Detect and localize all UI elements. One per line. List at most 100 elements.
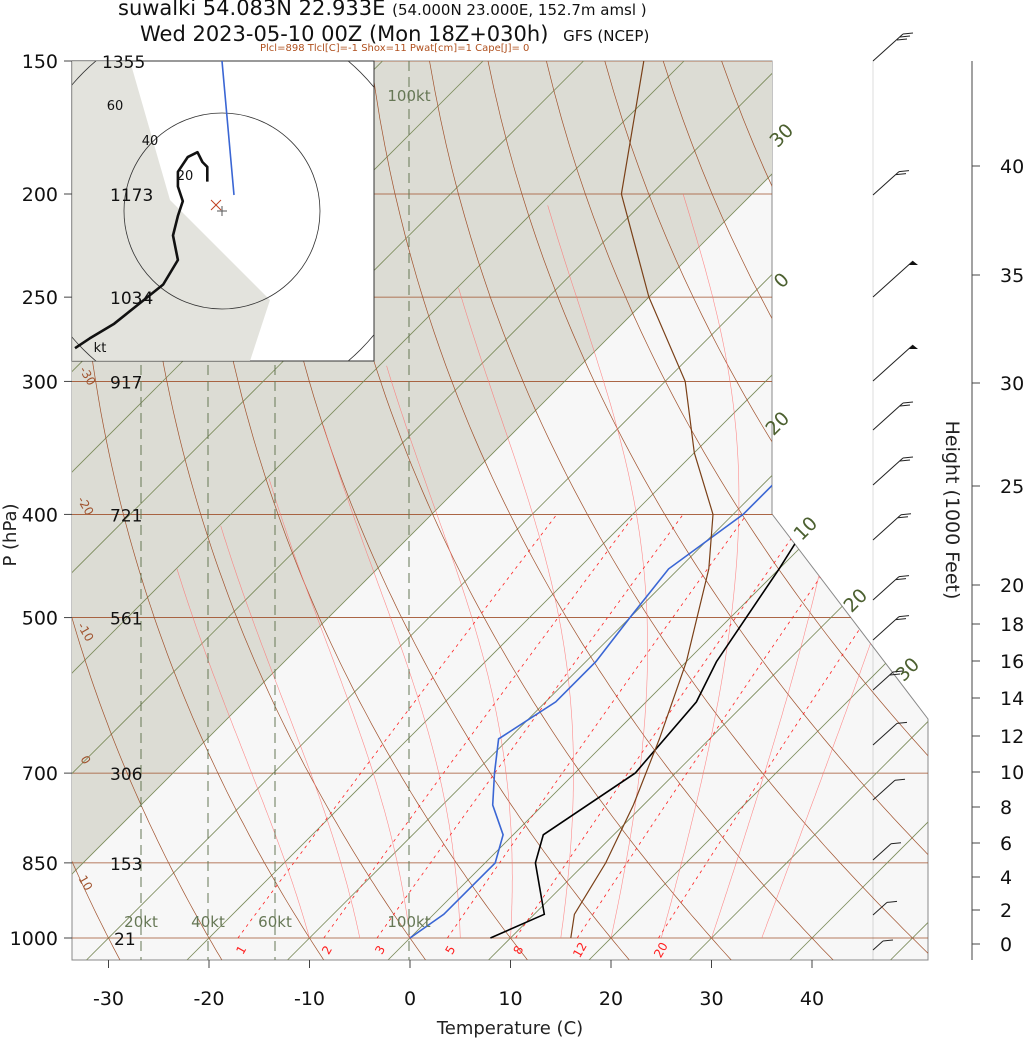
height-meter-label: 1034	[110, 289, 153, 309]
height-tick-label: 12	[1000, 726, 1024, 748]
wind-feather	[896, 38, 908, 41]
wind-barb	[872, 779, 896, 801]
wind-barb	[872, 457, 904, 486]
dry-adiabat-line	[252, 61, 631, 960]
dry-adiabat-line	[0, 29, 18, 961]
wind-feather	[894, 778, 906, 781]
height-tick-label: 14	[1000, 688, 1024, 710]
dry-adiabat-line	[481, 61, 928, 960]
height-tick-label: 20	[1000, 575, 1024, 597]
wind-barb	[872, 902, 888, 916]
dry-adiabat-line	[309, 61, 733, 960]
height-tick-label: 6	[1000, 833, 1012, 855]
isotherm-line	[186, 61, 928, 960]
grid-point-label: (54.000N 23.000E, 152.7m amsl )	[392, 1, 647, 19]
valid-time-title: Wed 2023-05-10 00Z (Mon 18Z+030h) GFS (N…	[140, 22, 649, 46]
mixing-ratio-line	[323, 514, 636, 939]
wind-barb	[872, 344, 914, 382]
wind-feather	[899, 35, 911, 38]
dry-adiabat-line	[76, 61, 325, 960]
moist-adiabat-line	[268, 478, 411, 939]
wind-scale-label: 60kt	[258, 913, 292, 931]
hodograph-shading	[72, 61, 270, 361]
wind-feather	[882, 939, 894, 942]
wind-barb	[872, 723, 898, 746]
wind-feather	[900, 513, 912, 516]
mixing-ratio-line	[376, 514, 684, 939]
x-tick-label: -30	[93, 988, 124, 1010]
wind-feather	[895, 618, 907, 621]
hodograph-ring-label: 60	[107, 99, 124, 114]
dewpoint-profile	[221, 61, 235, 196]
pressure-tick-label: 200	[22, 184, 58, 206]
x-tick-label: 40	[800, 988, 824, 1010]
wind-feather	[902, 401, 914, 404]
moist-adiabat-line	[176, 568, 310, 939]
pressure-tick-label: 150	[22, 51, 58, 73]
isotherm-label: 10	[789, 512, 822, 545]
isotherm-line	[588, 61, 928, 960]
height-meter-label: 1173	[110, 186, 153, 206]
pressure-tick-label: 700	[22, 763, 58, 785]
pressure-tick-label: 1000	[10, 928, 58, 950]
wind-scale-label: 40kt	[191, 913, 225, 931]
wind-feather	[890, 842, 902, 845]
x-tick-label: 30	[699, 988, 723, 1010]
isotherm-line	[286, 61, 928, 960]
wind-feather	[898, 615, 910, 618]
moist-adiabat-line	[323, 425, 461, 939]
dry-adiabat-line	[596, 61, 928, 960]
height-tick-label: 16	[1000, 651, 1024, 673]
wind-feather	[899, 404, 911, 407]
mixing-ratio-line	[237, 514, 558, 939]
moist-adiabat-line	[220, 525, 361, 939]
wind-barb	[872, 514, 902, 541]
hodograph-ring	[123, 112, 321, 310]
height-meter-label: 561	[110, 610, 142, 630]
wind-scale-label: 100kt	[387, 87, 430, 105]
wind-scale-label: 100kt	[387, 913, 430, 931]
axes: Temperature (C) P (hPa) Height (1000 Fee…	[0, 51, 1024, 1039]
wind-feather	[895, 578, 907, 581]
wind-barb	[872, 940, 884, 951]
stability-indices: Plcl=898 Tlcl[C]=-1 Shox=11 Pwat[cm]=1 C…	[260, 43, 530, 54]
x-tick-label: 20	[599, 988, 623, 1010]
dry-adiabat-line	[366, 61, 834, 960]
height-tick-label: 40	[1000, 156, 1024, 178]
mixing-ratio-label: 12	[570, 940, 590, 960]
wind-feather	[899, 459, 911, 462]
height-meter-label: 1355	[102, 53, 145, 73]
pressure-tick-label: 250	[22, 287, 58, 309]
pressure-tick-label: 400	[22, 504, 58, 526]
x-tick-label: -10	[294, 988, 325, 1010]
wind-pennant	[909, 345, 918, 349]
wind-barb	[872, 616, 900, 641]
height-tick-label: 0	[1000, 934, 1012, 956]
height-tick-label: 35	[1000, 265, 1024, 287]
wind-scale-label: 20kt	[124, 913, 158, 931]
wind-barb	[872, 171, 900, 196]
isotherm-line	[72, 61, 717, 960]
dry-adiabat-line	[538, 61, 928, 960]
wind-barb	[872, 671, 894, 691]
height-axis-label: Height (1000 Feet)	[941, 421, 963, 600]
valid-time-label: Wed 2023-05-10 00Z (Mon 18Z+030h)	[140, 22, 549, 46]
station-label: suwalki 54.083N 22.933E	[118, 0, 386, 20]
wind-feather	[896, 721, 908, 724]
hodograph-units: kt	[94, 341, 107, 356]
x-tick-label: 0	[404, 988, 416, 1010]
wind-feather	[902, 456, 914, 459]
wind-feather	[898, 170, 910, 173]
hodograph-ring-label: 40	[142, 134, 159, 149]
wind-barb	[872, 402, 904, 431]
moist-adiabat-line	[386, 365, 513, 939]
height-meter-label: 721	[110, 506, 142, 526]
mixing-ratio-line	[515, 514, 809, 939]
mixing-ratio-line	[658, 514, 928, 939]
height-meter-label: 153	[110, 855, 142, 875]
wind-feather	[895, 173, 907, 176]
mixing-ratio-line	[576, 514, 864, 939]
x-tick-label: -20	[193, 988, 224, 1010]
pressure-tick-label: 500	[22, 608, 58, 630]
moist-adiabat-line	[661, 193, 740, 939]
